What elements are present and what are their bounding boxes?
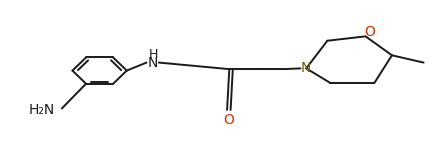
Text: N: N	[301, 61, 311, 75]
Text: N: N	[148, 56, 158, 70]
Text: O: O	[224, 113, 234, 127]
Text: H₂N: H₂N	[29, 103, 55, 117]
Text: H: H	[149, 48, 158, 61]
Text: O: O	[365, 25, 375, 39]
